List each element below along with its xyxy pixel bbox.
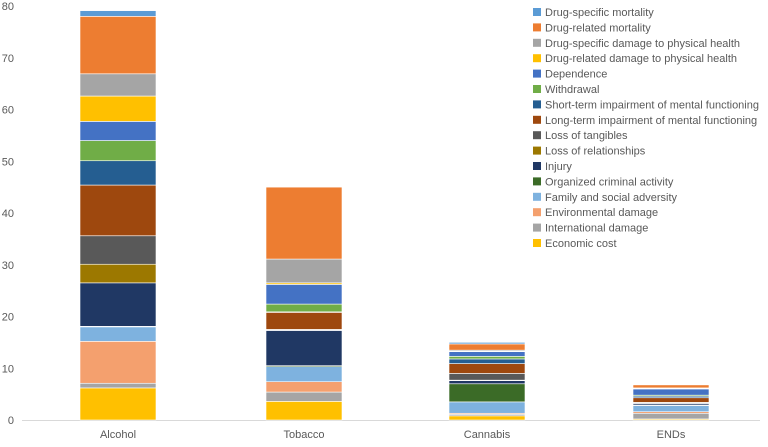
y-tick-label: 60: [2, 105, 14, 117]
bar-segment: [448, 363, 526, 374]
axes-group: 0 10 20 30 40 50 60 70 80 Alcohol Tobacco Cannabis E…: [2, 1, 760, 441]
bar-segment: [265, 303, 343, 313]
legend-label: Dependence: [545, 69, 607, 81]
bars-group: [79, 10, 710, 421]
bar-segment: [632, 384, 710, 389]
legend-swatch: [533, 192, 541, 201]
x-tick-label: Cannabis: [464, 429, 511, 441]
bar-segment: [265, 258, 343, 284]
legend-swatch: [533, 177, 541, 186]
bar-segment: [265, 366, 343, 383]
bar-segment: [79, 282, 157, 327]
bar-segment: [448, 401, 526, 414]
legend-swatch: [533, 115, 541, 124]
bar-segment: [79, 184, 157, 237]
bar-segment: [79, 263, 157, 284]
bar-segment: [448, 373, 526, 381]
bar-segment: [79, 387, 157, 421]
bar-segment: [448, 342, 526, 345]
legend-label: Loss of tangibles: [545, 130, 628, 142]
bar-segment: [265, 330, 343, 366]
legend-swatch: [533, 146, 541, 155]
x-tick-label: ENDs: [657, 429, 686, 441]
legend-swatch: [533, 223, 541, 232]
bar-segment: [448, 351, 526, 357]
bar-segment: [79, 140, 157, 162]
bar-segment: [448, 343, 526, 351]
bar-segment: [632, 388, 710, 396]
bar-segment: [79, 341, 157, 384]
bar-segment: [79, 16, 157, 75]
bar-segment: [632, 412, 710, 420]
legend-swatch: [533, 208, 541, 217]
legend-swatch: [533, 239, 541, 247]
bar-segment: [448, 380, 526, 385]
legend: Drug-specific mortality Drug-related mort…: [533, 7, 759, 250]
legend-swatch: [533, 100, 541, 109]
legend-swatch: [533, 8, 541, 16]
legend-label: International damage: [545, 223, 648, 235]
bar-segment: [265, 381, 343, 393]
legend-label: Drug-specific mortality: [545, 7, 654, 19]
legend-label: Loss of relationships: [545, 146, 646, 158]
bar-segment: [79, 10, 157, 17]
y-tick-label: 40: [2, 208, 14, 220]
bar-segment: [448, 358, 526, 364]
legend-label: Environmental damage: [545, 207, 658, 219]
bar-segment: [448, 415, 526, 421]
bar-segment: [265, 312, 343, 330]
legend-label: Short-term impairment of mental function…: [545, 99, 759, 111]
bar-segment: [632, 405, 710, 413]
bar-segment: [448, 356, 526, 360]
x-tick-label: Alcohol: [100, 429, 136, 441]
legend-label: Drug-related mortality: [545, 22, 651, 34]
y-tick-label: 10: [2, 363, 14, 375]
legend-swatch: [533, 69, 541, 78]
y-tick-label: 80: [2, 1, 14, 13]
legend-label: Drug-specific damage to physical health: [545, 38, 740, 50]
bar-segment: [265, 391, 343, 402]
legend-swatch: [533, 162, 541, 170]
bar-segment: [632, 383, 710, 386]
bar-segment: [265, 186, 343, 260]
legend-label: Economic cost: [545, 238, 617, 250]
y-tick-label: 30: [2, 260, 14, 272]
bar-segment: [79, 121, 157, 141]
bar-segment: [632, 397, 710, 403]
y-tick-label: 50: [2, 156, 14, 168]
y-tick-label: 70: [2, 53, 14, 65]
bar-segment: [79, 326, 157, 342]
bar-segment: [79, 73, 157, 97]
bar-segment: [79, 95, 157, 122]
legend-label: Injury: [545, 161, 572, 173]
legend-swatch: [533, 131, 541, 140]
legend-swatch: [533, 85, 541, 93]
legend-label: Family and social adversity: [545, 192, 678, 204]
y-tick-label: 0: [8, 415, 14, 427]
legend-swatch: [533, 23, 541, 32]
bar-segment: [265, 401, 343, 421]
bar-segment: [448, 383, 526, 403]
legend-label: Long-term impairment of mental functioni…: [545, 115, 757, 127]
legend-swatch: [533, 38, 541, 47]
legend-swatch: [533, 54, 541, 63]
bar-segment: [79, 235, 157, 265]
bar-segment: [265, 284, 343, 305]
bar-segment: [79, 382, 157, 389]
bar-segment: [79, 160, 157, 186]
legend-label: Drug-related damage to physical health: [545, 53, 737, 65]
y-tick-label: 20: [2, 312, 14, 324]
legend-label: Withdrawal: [545, 84, 599, 96]
legend-label: Organized criminal activity: [545, 176, 674, 188]
x-tick-label: Tobacco: [284, 429, 325, 441]
